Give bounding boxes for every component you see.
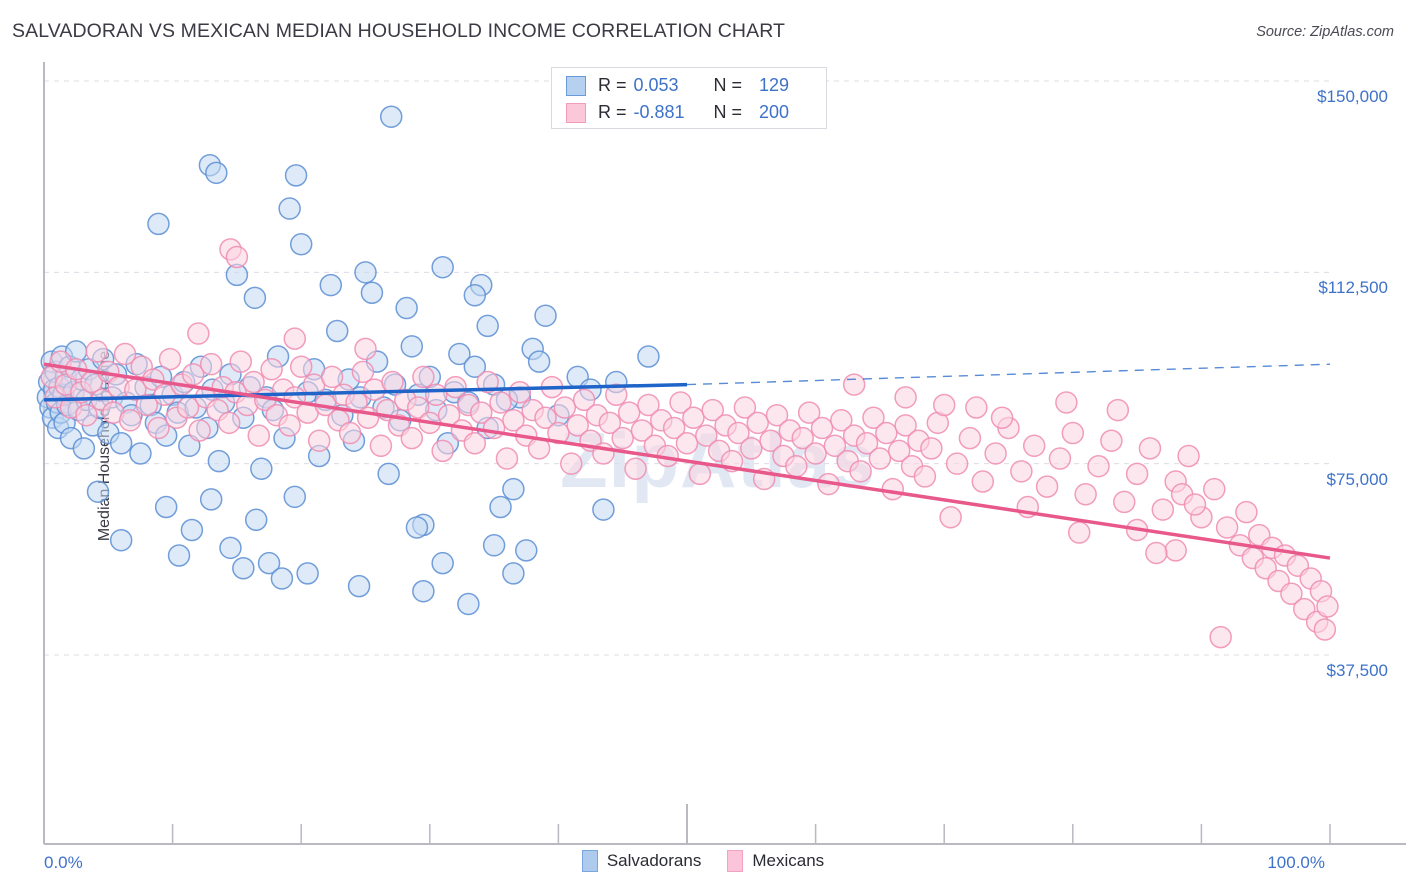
series-legend: Salvadorans Mexicans [0,850,1406,872]
stats-n-value-mexicans: 200 [758,102,790,122]
trendline-mexicans [43,362,1331,560]
source-attribution: Source: ZipAtlas.com [1256,24,1394,40]
page-title: SALVADORAN VS MEXICAN MEDIAN HOUSEHOLD I… [12,20,786,42]
stats-n-value-salvadorans: 129 [758,75,790,95]
stats-r-value-mexicans: -0.881 [633,102,685,122]
y-tick-label-75000: $75,000 [1326,469,1388,489]
stats-row-salvadorans: R = 0.053 N = 129 [566,72,816,99]
scatter-series-mexicans [40,238,1339,649]
correlation-stats-box: R = 0.053 N = 129 R = -0.881 N = 200 [551,67,827,129]
trendline-salvadorans-projected [686,363,1331,386]
legend-label-salvadorans: Salvadorans [606,851,702,870]
legend-label-mexicans: Mexicans [752,851,825,870]
stats-row-mexicans: R = -0.881 N = 200 [566,99,816,126]
x-axis-min-label: 0.0% [44,853,83,872]
x-axis-max-label: 100.0% [1267,853,1325,872]
trendline-salvadorans [43,382,688,402]
stats-n-label-mexicans: N = [713,102,743,122]
stats-swatch-salvadorans [566,75,586,96]
stats-swatch-mexicans [566,102,586,123]
stats-r-value-salvadorans: 0.053 [633,75,679,95]
legend-swatch-salvadorans [581,850,598,872]
stats-r-label-salvadorans: R = [598,75,627,95]
stats-n-label-salvadorans: N = [713,75,743,95]
legend-swatch-mexicans [727,850,744,872]
y-tick-label-112500: $112,500 [1318,278,1388,298]
y-tick-label-37500: $37,500 [1326,661,1388,680]
legend-item-mexicans[interactable]: Mexicans [727,850,824,872]
legend-item-salvadorans[interactable]: Salvadorans [581,850,702,872]
stats-r-label-mexicans: R = [598,102,627,122]
y-tick-label-150000: $150,000 [1317,87,1388,106]
